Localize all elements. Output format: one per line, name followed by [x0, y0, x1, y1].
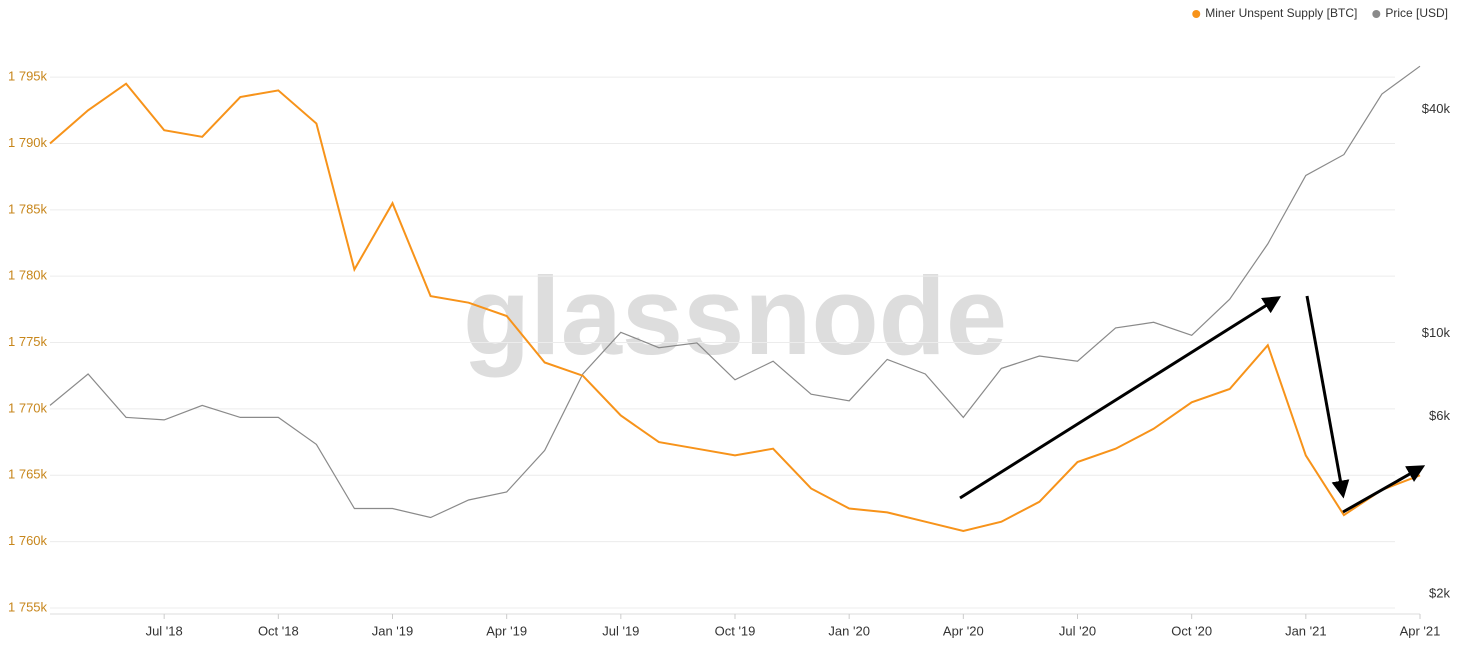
- legend-swatch: [1192, 10, 1201, 18]
- series-line: [49, 65, 1421, 519]
- x-tick-label: Oct '19: [715, 623, 756, 638]
- x-tick-label: Jan '19: [372, 623, 414, 638]
- legend-label: Price [USD]: [1385, 6, 1448, 20]
- x-tick-label: Jan '20: [828, 623, 870, 638]
- y-tick-label: 1 780k: [8, 268, 48, 283]
- x-tick-label: Oct '20: [1171, 623, 1212, 638]
- x-tick-label: Apr '21: [1400, 623, 1441, 638]
- y-tick-label: 1 775k: [8, 334, 48, 349]
- y2-tick-label: $10k: [1422, 325, 1451, 340]
- y-tick-label: 1 795k: [8, 69, 48, 84]
- y2-tick-label: $40k: [1422, 101, 1451, 116]
- y2-tick-label: $2k: [1429, 585, 1450, 600]
- x-tick-label: Jul '18: [146, 623, 183, 638]
- x-tick-label: Apr '20: [943, 623, 984, 638]
- y-tick-label: 1 785k: [8, 201, 48, 216]
- series-line: [49, 82, 1421, 533]
- y-tick-label: 1 790k: [8, 135, 48, 150]
- y-tick-label: 1 755k: [8, 599, 48, 614]
- x-tick-label: Jul '19: [602, 623, 639, 638]
- legend-label: Miner Unspent Supply [BTC]: [1205, 6, 1357, 20]
- watermark: glassnode: [463, 255, 1007, 378]
- legend-swatch: [1372, 10, 1381, 18]
- x-tick-label: Jan '21: [1285, 623, 1327, 638]
- x-tick-label: Jul '20: [1059, 623, 1096, 638]
- y2-tick-label: $6k: [1429, 408, 1450, 423]
- arrow: [1342, 465, 1426, 514]
- x-tick-label: Oct '18: [258, 623, 299, 638]
- y-tick-label: 1 760k: [8, 533, 48, 548]
- y-tick-label: 1 765k: [8, 467, 48, 482]
- arrow: [959, 296, 1282, 500]
- arrow: [1305, 295, 1350, 499]
- x-tick-label: Apr '19: [486, 623, 527, 638]
- y-tick-label: 1 770k: [8, 400, 48, 415]
